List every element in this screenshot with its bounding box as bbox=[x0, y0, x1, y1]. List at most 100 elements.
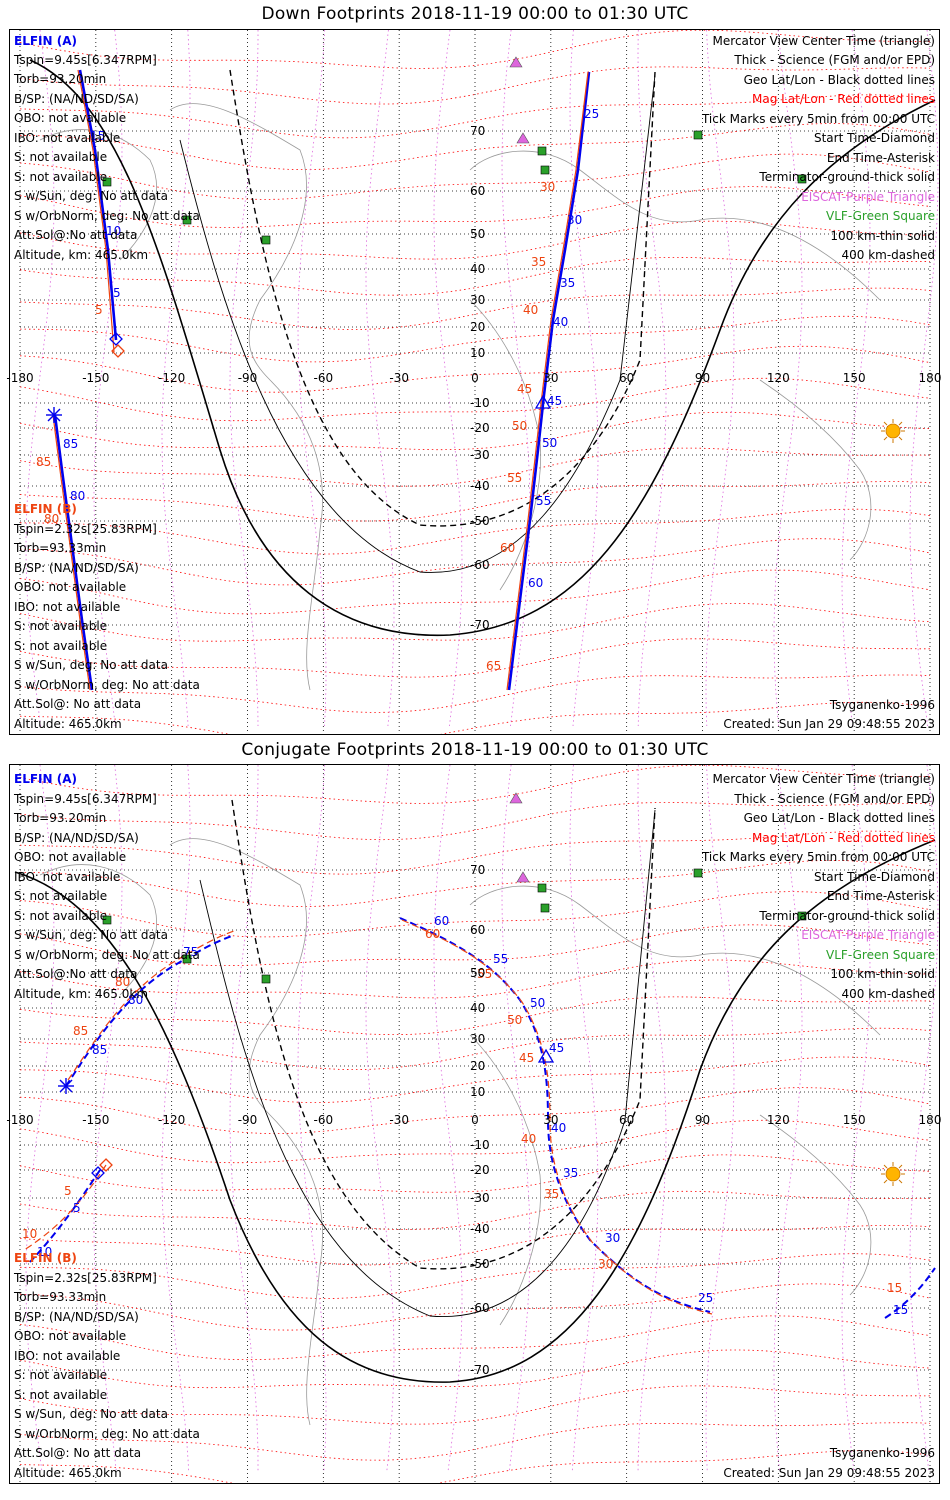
sat-b-info-line: Att.Sol@: No att data bbox=[14, 1446, 141, 1460]
sat-a-info-line: S w/OrbNorm, deg: No att data bbox=[14, 948, 200, 962]
legend-item: End Time-Asterisk bbox=[827, 889, 935, 903]
tick-label: 80 bbox=[115, 975, 130, 989]
created-timestamp: Created: Sun Jan 29 09:48:55 2023 bbox=[723, 1466, 935, 1480]
tick-label: 25 bbox=[584, 107, 599, 121]
sat-b-info-line: OBO: not available bbox=[14, 1329, 126, 1343]
lat-tick-label: 70 bbox=[470, 124, 485, 138]
vlf-square bbox=[102, 177, 112, 187]
view-center-triangle bbox=[537, 1048, 555, 1063]
tick-label: 50 bbox=[530, 996, 545, 1010]
tick-label: 85 bbox=[92, 1043, 107, 1057]
lat-tick-label: -30 bbox=[470, 1191, 490, 1205]
start-diamond-b bbox=[111, 344, 125, 358]
tick-label: 30 bbox=[540, 180, 555, 194]
footprint-100km-curve bbox=[179, 74, 656, 573]
vlf-square bbox=[182, 215, 192, 225]
legend-item: Terminator-ground-thick solid bbox=[758, 170, 935, 184]
mag-lon-line bbox=[705, 765, 735, 1474]
axis-labels-down: -180 -150 -120 -90 -60 -30 0 30 60 90 120 150 180 70 6… bbox=[6, 124, 941, 632]
mag-lat-line bbox=[19, 1087, 931, 1134]
panel-frame-conjugate bbox=[9, 764, 940, 1484]
lon-tick-label: -150 bbox=[82, 371, 109, 385]
tick-label: 85 bbox=[73, 1024, 88, 1038]
legend-conjugate: Mercator View Center Time (triangle) Thi… bbox=[701, 772, 935, 1001]
lat-tick-label: -10 bbox=[470, 1138, 490, 1152]
sat-a-info-line: Torb=93.20min bbox=[13, 811, 106, 825]
sat-a-info-line: OBO: not available bbox=[14, 111, 126, 125]
sat-b-info-conjugate: ELFIN (B) Tspin=2.32s[25.83RPM] Torb=93.… bbox=[13, 1251, 200, 1480]
elfin-a-tick-labels: 15 10 5 25 30 35 40 45 50 55 60 85 80 bbox=[63, 107, 599, 590]
legend-item: Tick Marks every 5min from 00:00 UTC bbox=[701, 112, 935, 126]
mag-grid-down bbox=[19, 30, 939, 734]
vlf-square bbox=[797, 174, 807, 184]
lat-tick-label: 50 bbox=[470, 966, 485, 980]
sat-a-info-line: S: not available bbox=[14, 909, 107, 923]
mag-lon-line bbox=[433, 765, 463, 1474]
sat-a-info-line: IBO: not available bbox=[14, 131, 120, 145]
elfin-b-tick-labels: 5 30 35 40 45 50 55 60 65 85 80 bbox=[36, 180, 555, 673]
tick-label: 35 bbox=[563, 1166, 578, 1180]
lon-tick-label: 0 bbox=[471, 1113, 479, 1127]
sat-b-info-line: Tspin=2.32s[25.83RPM] bbox=[13, 1271, 157, 1285]
mag-lon-line bbox=[433, 30, 463, 727]
legend-item: VLF-Green Square bbox=[826, 209, 935, 223]
sat-a-info-line: Altitude, km: 465.0km bbox=[14, 248, 148, 262]
start-diamond-b bbox=[99, 1158, 113, 1172]
legend-item: 100 km-thin solid bbox=[830, 967, 935, 981]
lat-tick-label: -50 bbox=[470, 514, 490, 528]
legend-item: Geo Lat/Lon - Black dotted lines bbox=[744, 811, 935, 825]
tick-label: 60 bbox=[434, 914, 449, 928]
sat-a-info-line: B/SP: (NA/ND/SD/SA) bbox=[14, 92, 139, 106]
lat-tick-label: 30 bbox=[470, 1032, 485, 1046]
geo-grid-down bbox=[19, 30, 931, 734]
tick-label: 35 bbox=[531, 255, 546, 269]
sat-a-info-down: ELFIN (A) Tspin=9.45s[6.347RPM] Torb=93.… bbox=[13, 34, 200, 262]
tick-label: 10 bbox=[22, 1227, 37, 1241]
sat-b-info-line: S w/Sun, deg: No att data bbox=[14, 1407, 168, 1421]
eiscat-triangle bbox=[509, 792, 523, 804]
tick-label: 10 bbox=[106, 224, 121, 238]
conjugate-footprint-map: 5 10 60 55 50 45 40 35 30 25 15 85 80 75… bbox=[14, 765, 939, 1483]
lat-tick-label: 20 bbox=[470, 320, 485, 334]
sat-b-info-line: B/SP: (NA/ND/SD/SA) bbox=[14, 1310, 139, 1324]
sat-a-info-line: IBO: not available bbox=[14, 870, 120, 884]
panel-title-down: Down Footprints 2018-11-19 00:00 to 01:3… bbox=[261, 4, 689, 24]
sat-a-info-line: Att.Sol@:No att data bbox=[14, 967, 137, 981]
sat-b-info-line: S w/OrbNorm, deg: No att data bbox=[14, 1427, 200, 1441]
lon-tick-label: -120 bbox=[158, 1113, 185, 1127]
vlf-square bbox=[797, 911, 807, 921]
elfin-a-track-west bbox=[78, 69, 118, 341]
mag-lon-line bbox=[705, 30, 735, 727]
sat-b-info-line: OBO: not available bbox=[14, 580, 126, 594]
tick-label: 15 bbox=[90, 129, 105, 143]
legend-item: 100 km-thin solid bbox=[830, 229, 935, 243]
legend-item: Mag Lat/Lon - Red dotted lines bbox=[752, 92, 935, 106]
tick-label: 5 bbox=[113, 286, 121, 300]
mag-lon-line bbox=[93, 765, 123, 1474]
lon-tick-label: 60 bbox=[619, 371, 634, 385]
coastline bbox=[169, 838, 323, 1426]
sat-a-info-line: Torb=93.20min bbox=[13, 72, 106, 86]
mag-lat-line bbox=[19, 959, 931, 999]
terminator-curve bbox=[29, 59, 936, 637]
legend-item: Mercator View Center Time (triangle) bbox=[713, 772, 935, 786]
tick-label: 45 bbox=[547, 394, 562, 408]
view-center-triangle bbox=[534, 394, 552, 409]
lat-tick-label: -20 bbox=[470, 421, 490, 435]
sun-icon bbox=[881, 1162, 905, 1186]
sat-a-name: ELFIN (A) bbox=[14, 772, 77, 786]
lat-tick-label: -60 bbox=[470, 1301, 490, 1315]
down-footprint-map: 15 10 5 25 30 35 40 45 50 55 60 85 80 5 … bbox=[19, 30, 939, 734]
tick-label: 35 bbox=[560, 276, 575, 290]
lon-tick-label: 180 bbox=[919, 1113, 942, 1127]
mag-lat-line bbox=[19, 186, 931, 228]
lat-tick-label: -60 bbox=[470, 558, 490, 572]
mag-lon-line bbox=[569, 765, 599, 1474]
sat-b-info-line: Torb=93.33min bbox=[13, 1290, 106, 1304]
start-diamond-a bbox=[91, 1166, 105, 1180]
sat-a-info-line: S: not available bbox=[14, 889, 107, 903]
legend-item: Start Time-Diamond bbox=[814, 131, 935, 145]
tick-label: 40 bbox=[551, 1121, 566, 1135]
model-label: Tsyganenko-1996 bbox=[829, 1446, 935, 1460]
